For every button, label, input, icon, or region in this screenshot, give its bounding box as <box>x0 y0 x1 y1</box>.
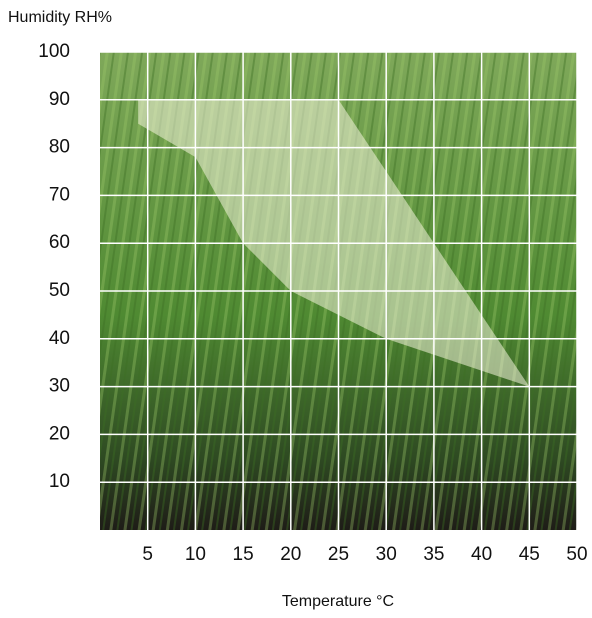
x-tick-label: 10 <box>185 544 206 565</box>
y-tick-label: 20 <box>49 423 70 444</box>
x-axis-label: Temperature °C <box>282 593 394 610</box>
x-tick-label: 20 <box>280 544 301 565</box>
x-tick-label: 50 <box>566 544 587 565</box>
y-tick-label: 60 <box>49 232 70 253</box>
y-tick-label: 50 <box>49 280 70 301</box>
x-tick-label: 45 <box>519 544 540 565</box>
x-tick-label: 40 <box>471 544 492 565</box>
x-tick-label: 5 <box>142 544 153 565</box>
y-tick-label: 10 <box>49 471 70 492</box>
y-tick-label: 80 <box>49 137 70 158</box>
page: {"chart_data": {"type": "polygon", "y_ax… <box>0 0 592 618</box>
x-tick-label: 30 <box>376 544 397 565</box>
y-tick-label: 70 <box>49 184 70 205</box>
chart: 10 20 30 40 50 60 70 80 90 100 5 10 15 20 25 30 35 40 45 50… <box>0 0 592 613</box>
x-tick-label: 15 <box>233 544 254 565</box>
y-tick-label: 30 <box>49 376 70 397</box>
x-tick-label: 25 <box>328 544 349 565</box>
y-tick-label: 40 <box>49 328 70 349</box>
x-tick-label: 35 <box>423 544 444 565</box>
y-tick-label: 90 <box>49 89 70 110</box>
y-axis-label: Humidity RH% <box>8 9 112 26</box>
y-tick-label: 100 <box>38 41 70 62</box>
